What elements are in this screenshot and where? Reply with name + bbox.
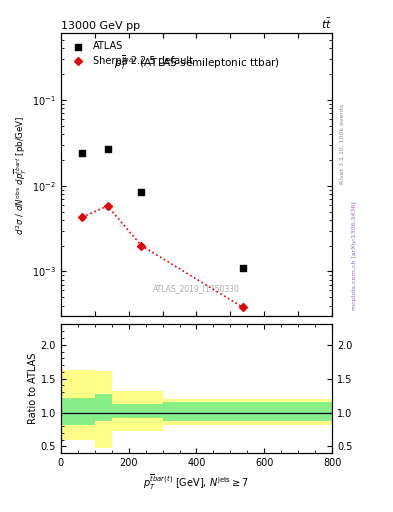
ATLAS — [105, 144, 111, 153]
ATLAS — [240, 264, 246, 272]
Y-axis label: Ratio to ATLAS: Ratio to ATLAS — [28, 353, 38, 424]
ATLAS — [79, 149, 85, 157]
Sherpa 2.2.5 default — [105, 202, 111, 210]
Text: mcplots.cern.ch [arXiv:1306.3436]: mcplots.cern.ch [arXiv:1306.3436] — [352, 202, 357, 310]
Text: $t\bar{t}$: $t\bar{t}$ — [321, 16, 332, 31]
Text: ATLAS_2019_I1750330: ATLAS_2019_I1750330 — [153, 285, 240, 293]
Sherpa 2.2.5 default — [240, 304, 246, 312]
Text: Rivet 3.1.10, 100k events: Rivet 3.1.10, 100k events — [340, 103, 345, 183]
Sherpa 2.2.5 default — [138, 242, 145, 250]
Text: $p_T^{\overline{t}bar}$ (ATLAS semileptonic ttbar): $p_T^{\overline{t}bar}$ (ATLAS semilepto… — [114, 53, 279, 72]
Text: 13000 GeV pp: 13000 GeV pp — [61, 20, 140, 31]
Legend: ATLAS, Sherpa 2.2.5 default: ATLAS, Sherpa 2.2.5 default — [66, 38, 196, 69]
Y-axis label: $d^2\sigma\ /\ dN^\mathrm{obs}\ dp_T^{\overline{t}bar{t}}\ [\mathrm{pb/GeV}]$: $d^2\sigma\ /\ dN^\mathrm{obs}\ dp_T^{\o… — [13, 115, 29, 234]
Sherpa 2.2.5 default — [79, 213, 85, 221]
X-axis label: $p^{\overline{t}bar(t)}_{T}$ [GeV], $N^\mathrm{jets} \geq 7$: $p^{\overline{t}bar(t)}_{T}$ [GeV], $N^\… — [143, 472, 250, 492]
ATLAS — [138, 188, 145, 196]
